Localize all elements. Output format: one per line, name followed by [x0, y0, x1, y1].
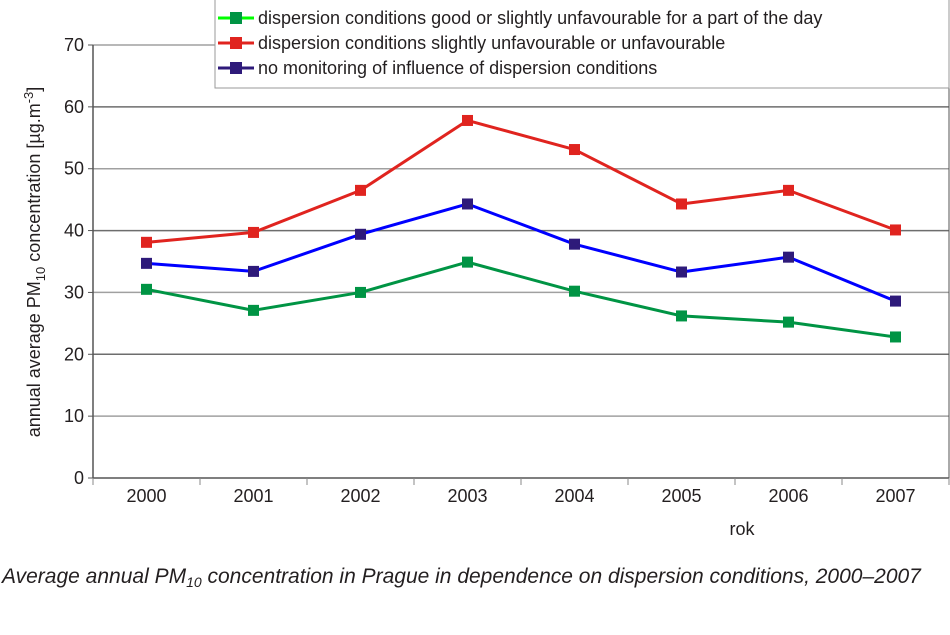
y-tick-label: 70	[64, 35, 84, 55]
caption-post: concentration in Prague in dependence on…	[201, 565, 921, 588]
legend-label: no monitoring of influence of dispersion…	[258, 58, 657, 78]
legend-box	[214, 0, 950, 89]
x-tick-label: 2005	[661, 486, 701, 506]
data-point-marker	[569, 144, 580, 156]
data-point-marker	[355, 228, 366, 240]
figure-caption: Average annual PM10 concentration in Pra…	[2, 564, 942, 589]
y-tick-label: 0	[74, 468, 84, 488]
y-axis-title-sub: 10	[33, 267, 48, 281]
y-tick-label: 30	[64, 282, 84, 302]
y-tick-label: 20	[64, 344, 84, 364]
data-point-marker	[783, 184, 794, 196]
x-tick-label: 2001	[233, 486, 273, 506]
data-point-marker	[676, 266, 687, 278]
legend-swatch-marker	[230, 12, 242, 24]
x-tick-labels: 2000 2001 2002 2003 2004 2005 2006 2007	[126, 486, 915, 506]
legend-item: no monitoring of influence of dispersion…	[218, 58, 657, 78]
data-point-marker	[462, 198, 473, 210]
legend: dispersion conditions good or slightly u…	[214, 0, 950, 89]
y-axis-title: annual average PM10 concentration [µg.m-…	[21, 87, 48, 438]
y-axis-title-sup: -3	[21, 92, 36, 104]
legend-label: dispersion conditions good or slightly u…	[258, 8, 822, 28]
x-tick-label: 2003	[447, 486, 487, 506]
data-point-marker	[462, 114, 473, 126]
series-group	[141, 114, 901, 343]
data-point-marker	[569, 285, 580, 297]
x-tick-label: 2000	[126, 486, 166, 506]
data-point-marker	[248, 265, 259, 277]
line-chart: 0 10 20 30 40 50 60 70 2000 2001 2002 2003 2004 2005…	[21, 0, 950, 539]
series-line	[146, 260, 896, 339]
gridlines	[93, 44, 949, 417]
caption-sub: 10	[186, 574, 202, 590]
data-point-marker	[141, 283, 152, 295]
legend-item: dispersion conditions slightly unfavoura…	[218, 33, 725, 53]
y-tick-label: 60	[64, 97, 84, 117]
y-tick-label: 50	[64, 159, 84, 179]
data-point-marker	[355, 286, 366, 298]
series-0	[141, 256, 901, 343]
data-point-marker	[783, 316, 794, 328]
y-tick-label: 40	[64, 221, 84, 241]
data-point-marker	[141, 257, 152, 269]
caption-pre: Average annual PM	[2, 565, 187, 588]
legend-swatch-marker	[230, 62, 242, 74]
series-2	[141, 198, 901, 307]
y-tick-label: 10	[64, 406, 84, 426]
data-point-marker	[783, 251, 794, 263]
series-line	[146, 118, 897, 244]
y-axis-title-mid: concentration [µg.m	[24, 103, 44, 266]
x-tick-label: 2002	[340, 486, 380, 506]
data-point-marker	[141, 236, 152, 248]
legend-label: dispersion conditions slightly unfavoura…	[258, 33, 725, 53]
data-point-marker	[890, 295, 901, 307]
axes	[88, 44, 950, 485]
data-point-marker	[890, 224, 901, 236]
x-tick-label: 2007	[875, 486, 915, 506]
legend-item: dispersion conditions good or slightly u…	[218, 8, 822, 28]
y-axis-title-pre: annual average PM	[24, 281, 44, 437]
y-axis-title-post: ]	[24, 87, 44, 92]
data-point-marker	[248, 304, 259, 316]
data-point-marker	[462, 256, 473, 268]
data-point-marker	[676, 310, 687, 322]
series-1	[141, 114, 901, 248]
data-point-marker	[569, 238, 580, 250]
data-point-marker	[676, 198, 687, 210]
series-line	[146, 202, 897, 303]
data-point-marker	[248, 226, 259, 238]
data-point-marker	[890, 331, 901, 343]
legend-swatch-marker	[230, 37, 242, 49]
y-tick-labels: 0 10 20 30 40 50 60 70	[64, 35, 84, 488]
x-axis-title: rok	[729, 519, 755, 539]
x-tick-label: 2004	[554, 486, 594, 506]
x-tick-label: 2006	[768, 486, 808, 506]
data-point-marker	[355, 184, 366, 196]
